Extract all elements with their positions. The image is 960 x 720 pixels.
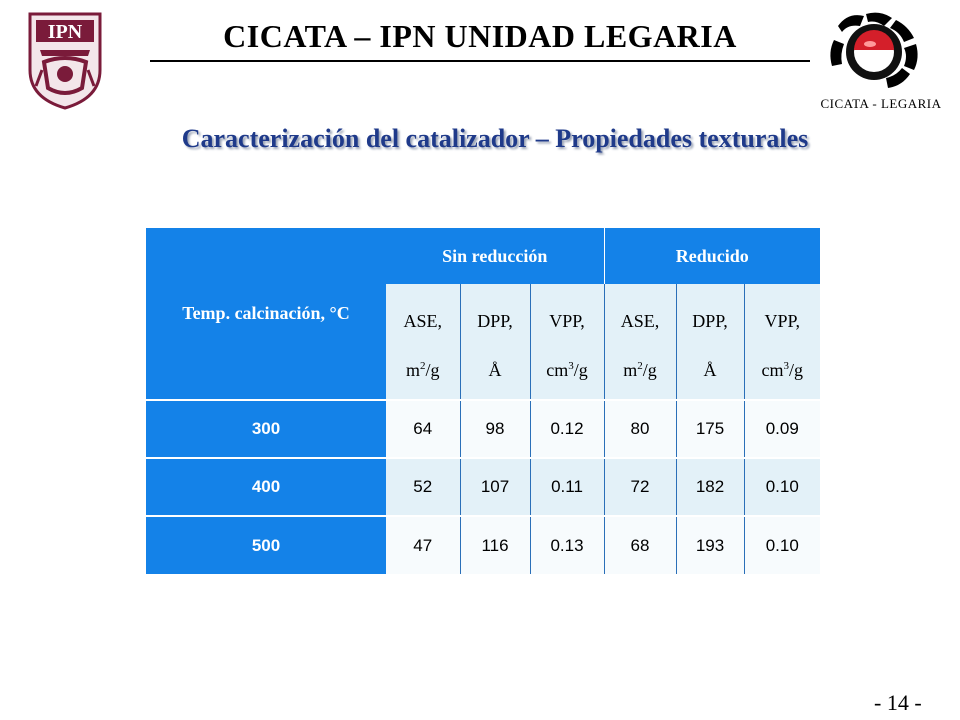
table-cell: 0.13 (530, 515, 605, 574)
sub-header-ase: ASE, m2/g (604, 284, 677, 400)
sub-header-row: ASE, m2/g DPP, Å VPP, cm3/g ASE, m2/g DP… (146, 284, 820, 400)
table-cell: 107 (460, 457, 531, 516)
slide-subtitle: Caracterización del catalizador – Propie… (181, 124, 809, 153)
temp-cell: 300 (146, 399, 386, 458)
table-row: 500 47 116 0.13 68 193 0.10 (146, 515, 820, 574)
ipn-logo: IPN (22, 10, 108, 110)
table-cell: 175 (676, 399, 745, 458)
sub-header-vpp: VPP, cm3/g (744, 284, 820, 400)
table-cell: 68 (604, 515, 677, 574)
table-cell: 98 (460, 399, 531, 458)
table-cell: 64 (386, 399, 461, 458)
table-cell: 0.11 (530, 457, 605, 516)
table-cell: 47 (386, 515, 461, 574)
table-row: 400 52 107 0.11 72 182 0.10 (146, 457, 820, 516)
table-cell: 116 (460, 515, 531, 574)
group-label: Sin reducción (442, 245, 548, 266)
sub-header-vpp: VPP, cm3/g (530, 284, 605, 400)
corner-header: Temp. calcinación, °C (146, 228, 386, 400)
header-title: CICATA – IPN UNIDAD LEGARIA (223, 18, 737, 54)
group-header-sin-reduccion: Sin reducción (386, 228, 605, 284)
table-cell: 0.10 (744, 457, 820, 516)
table-cell: 80 (604, 399, 677, 458)
group-header-reducido: Reducido (604, 228, 820, 284)
page-number: - 14 - (874, 690, 922, 715)
ipn-logo-text: IPN (48, 21, 83, 43)
group-label: Reducido (675, 245, 749, 266)
sub-header-ase: ASE, m2/g (386, 284, 461, 400)
corner-header-label: Temp. calcinación, °C (182, 303, 350, 323)
cicata-logo-caption: CICATA - LEGARIA (820, 96, 942, 111)
table-row: 300 64 98 0.12 80 175 0.09 (146, 399, 820, 458)
header-divider (150, 60, 810, 62)
table-cell: 0.10 (744, 515, 820, 574)
table-cell: 0.12 (530, 399, 605, 458)
table-cell: 193 (676, 515, 745, 574)
table-cell: 182 (676, 457, 745, 516)
textural-properties-table: Temp. calcinación, °C Sin reducción Redu… (146, 228, 820, 574)
sub-header-dpp: DPP, Å (460, 284, 531, 400)
temp-cell: 400 (146, 457, 386, 516)
cicata-logo (826, 10, 922, 90)
table-cell: 72 (604, 457, 677, 516)
table-cell: 0.09 (744, 399, 820, 458)
temp-cell: 500 (146, 515, 386, 574)
sub-header-dpp: DPP, Å (676, 284, 745, 400)
table-cell: 52 (386, 457, 461, 516)
